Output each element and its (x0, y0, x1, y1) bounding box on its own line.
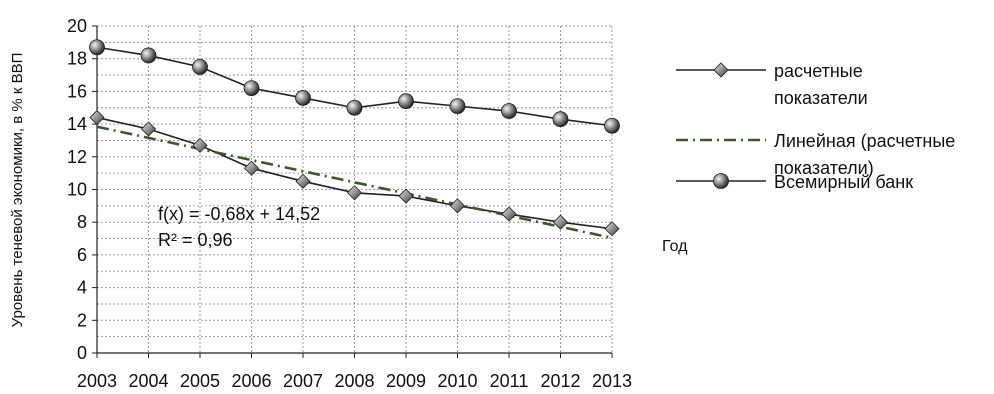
x-tick-label: 2013 (592, 371, 632, 389)
x-tick-label: 2009 (386, 371, 426, 389)
data-point-calculated (604, 221, 620, 237)
y-tick-label: 8 (77, 212, 87, 232)
data-point-calculated (398, 188, 414, 204)
data-point-world-bank (501, 103, 517, 119)
y-tick-label: 2 (77, 310, 87, 330)
trendline-equation: f(x) = -0,68x + 14,52 (158, 204, 320, 224)
y-tick-label: 18 (67, 49, 87, 69)
data-point-world-bank (89, 39, 105, 56)
legend-marker-calculated (713, 62, 729, 78)
x-tick-label: 2004 (128, 371, 168, 389)
markers (89, 39, 620, 237)
series-line-trend (96, 125, 613, 240)
x-tick-label: 2012 (540, 371, 580, 389)
y-tick-label: 16 (67, 81, 87, 101)
data-point-world-bank (192, 58, 208, 75)
y-tick-label: 6 (77, 245, 87, 265)
y-tick-label: 14 (67, 114, 87, 134)
y-tick-label: 10 (67, 180, 87, 200)
data-point-calculated (140, 121, 157, 137)
data-point-calculated (552, 214, 569, 230)
x-tick-label: 2008 (334, 371, 374, 389)
data-point-calculated (192, 137, 208, 153)
data-point-world-bank (552, 111, 569, 128)
data-point-world-bank (449, 98, 466, 115)
data-point-calculated (89, 109, 105, 126)
data-point-calculated (243, 160, 260, 176)
y-axis-label: Уровень теневой экономики, в % к ВВП (9, 53, 26, 328)
x-tick-label: 2011 (490, 371, 529, 389)
data-point-world-bank (346, 99, 363, 116)
y-tick-label: 12 (67, 147, 87, 167)
legend-label: Всемирный банк (774, 172, 913, 192)
trendline-r-squared: R² = 0,96 (158, 230, 233, 250)
legend-label: показатели (774, 88, 868, 108)
x-tick-label: 2006 (231, 371, 271, 389)
data-point-calculated (501, 206, 517, 222)
y-tick-label: 0 (77, 343, 87, 363)
data-point-world-bank (140, 47, 157, 64)
data-point-world-bank (604, 117, 620, 134)
data-point-calculated (346, 185, 363, 201)
axes: 0 2 4 6 8 10 12 14 16 18 20 2003 2004 2005 2006 2007 200… (67, 16, 632, 391)
data-point-calculated (295, 173, 311, 189)
x-tick-label: 2007 (283, 371, 323, 389)
legend-label: показатели) (774, 158, 874, 178)
data-point-world-bank (398, 93, 414, 110)
data-point-world-bank (295, 90, 311, 106)
y-tick-label: 20 (67, 16, 87, 36)
x-axis-label: Год (662, 238, 688, 255)
legend-label: Линейная (расчетные (774, 131, 955, 151)
legend: расчетные показатели Линейная (расчетные по… (676, 61, 955, 192)
x-tick-label: 2003 (77, 371, 117, 389)
x-tick-label: 2005 (180, 371, 220, 389)
legend-marker-world-bank (713, 173, 729, 189)
legend-label: расчетные (774, 61, 863, 81)
data-point-calculated (449, 198, 466, 214)
x-tick-label: 2010 (437, 371, 477, 389)
data-point-world-bank (243, 80, 260, 97)
y-tick-label: 4 (77, 278, 87, 298)
